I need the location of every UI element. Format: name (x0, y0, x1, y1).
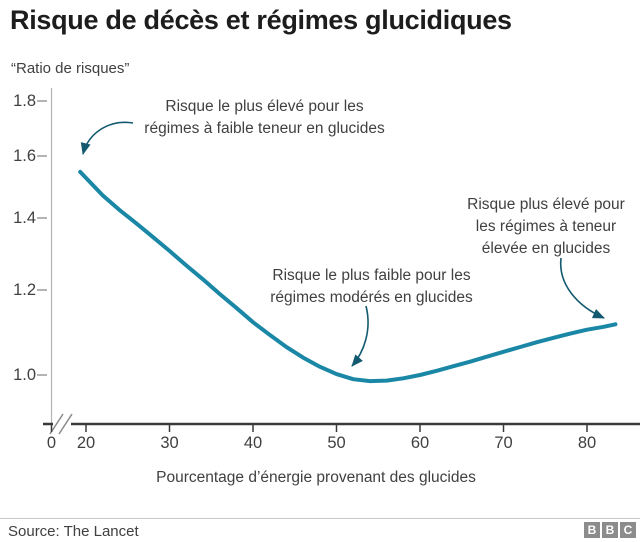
x-tick-label: 50 (327, 434, 346, 452)
y-axis-ticks (37, 100, 47, 376)
y-tick-label: 1.2 (13, 281, 36, 299)
axis-break-icon (49, 413, 73, 435)
x-axis-ticks (50, 425, 588, 432)
x-tick-label: 80 (577, 434, 597, 452)
x-tick-label: 60 (410, 434, 430, 452)
y-tick-label: 1.6 (13, 147, 36, 165)
annotation-moderate-carb: Risque le plus faible pour les régimes m… (270, 267, 473, 306)
x-tick-label: 30 (160, 434, 179, 452)
bbc-logo: B B C (584, 522, 636, 538)
source-attribution: Source: The Lancet (8, 523, 139, 540)
x-tick-label: 20 (76, 434, 96, 452)
x-axis-title: Pourcentage d’énergie provenant des gluc… (156, 469, 476, 486)
footer-divider (0, 518, 640, 519)
y-axis-unit-label: “Ratio de risques” (11, 60, 130, 77)
annotation-high-carb: Risque plus élevé pour les régimes à ten… (467, 196, 625, 257)
x-tick-label: 70 (494, 434, 513, 452)
bbc-logo-block: B (584, 522, 600, 538)
page-title: Risque de décès et régimes glucidiques (10, 5, 512, 35)
arrow-high-carb (559, 257, 605, 319)
bbc-logo-block: B (602, 522, 618, 538)
risk-curve (78, 169, 618, 384)
y-tick-label: 1.8 (13, 92, 36, 110)
arrow-moderate (351, 305, 369, 367)
x-tick-label: 0 (46, 434, 57, 452)
y-tick-label: 1.0 (13, 366, 36, 384)
annotation-low-carb: Risque le plus élevé pour les régimes à … (144, 98, 385, 137)
y-tick-label: 1.4 (13, 209, 36, 227)
x-tick-label: 40 (243, 434, 263, 452)
arrow-low-carb (80, 121, 134, 155)
bbc-logo-block: C (620, 522, 636, 538)
